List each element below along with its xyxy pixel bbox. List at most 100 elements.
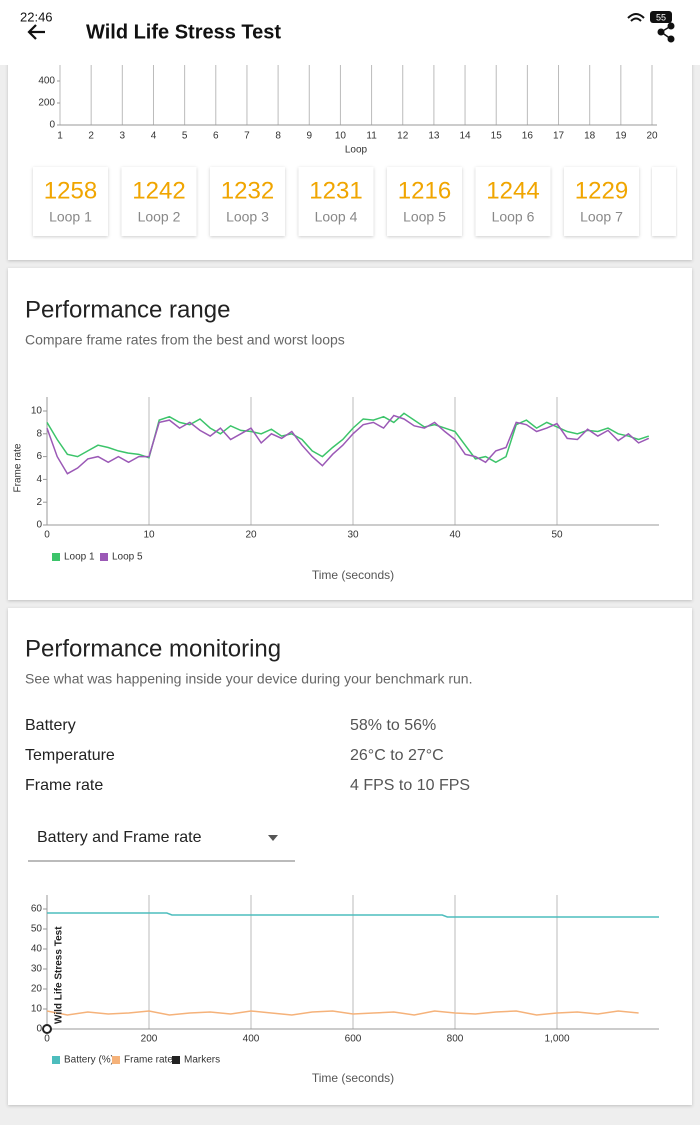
x-tick-label: 1 (57, 131, 63, 142)
loop-label: Loop 1 (49, 209, 92, 225)
back-button[interactable] (27, 24, 45, 40)
x-tick-label: 200 (141, 1034, 158, 1045)
row-value: 26°C to 27°C (350, 747, 444, 764)
share-button[interactable] (657, 22, 675, 43)
x-tick-label: 10 (143, 530, 155, 541)
y-tick-label: 2 (36, 497, 42, 508)
x-tick-label: 17 (553, 131, 565, 142)
score-card (387, 167, 462, 236)
x-tick-label: 2 (88, 131, 94, 142)
loop-score: 1229 (575, 177, 628, 204)
legend-label: Battery (%) (64, 1055, 114, 1066)
loop-label: Loop 7 (580, 209, 623, 225)
loop-score: 1231 (309, 177, 362, 204)
x-tick-label: 5 (182, 131, 188, 142)
loop-score: 1258 (44, 177, 97, 204)
battery-icon (650, 11, 672, 23)
score-card (121, 167, 197, 236)
y-tick-label: 200 (38, 98, 55, 109)
x-tick-label: 19 (615, 131, 627, 142)
score-card (564, 167, 639, 236)
x-tick-label: 11 (366, 131, 377, 142)
share-link[interactable] (659, 25, 672, 40)
score-card (652, 167, 676, 236)
y-tick-label: 60 (31, 904, 43, 915)
dropdown[interactable]: Battery and Frame rate (28, 829, 295, 862)
legend-label: Loop 5 (112, 552, 143, 563)
y-tick-label: 0 (36, 1024, 42, 1035)
loop-label: Loop 5 (403, 209, 446, 225)
y-tick-label: 400 (38, 76, 55, 87)
y-tick-label: 50 (31, 924, 43, 935)
y-tick-label: 40 (31, 944, 43, 955)
y-tick-label: 0 (49, 120, 55, 131)
loop-label: Loop 3 (226, 209, 269, 225)
y-tick-label: 0 (36, 520, 42, 531)
loop-label: Loop 6 (492, 209, 535, 225)
x-tick-label: 50 (551, 530, 563, 541)
marker-label: Wild Life Stress Test (54, 926, 65, 1024)
x-tick-label: 8 (275, 131, 281, 142)
x-tick-label: 1,000 (544, 1034, 569, 1045)
x-tick-label: 16 (522, 131, 534, 142)
legend-swatch (112, 1056, 120, 1064)
row-value: 4 FPS to 10 FPS (350, 777, 470, 794)
y-tick-label: 8 (36, 428, 42, 439)
x-tick-label: 12 (397, 131, 409, 142)
y-tick-label: 10 (31, 406, 43, 417)
x-tick-label: 14 (459, 131, 471, 142)
loop-label: Loop 4 (315, 209, 358, 225)
dropdown-label[interactable]: Battery and Frame rate (37, 829, 202, 846)
series-line (46, 1010, 639, 1016)
wifi-icon (627, 13, 645, 22)
x-tick-label: 13 (428, 131, 440, 142)
legend-label: Loop 1 (64, 552, 95, 563)
x-tick-label: 4 (151, 131, 157, 142)
loop-score: 1244 (486, 177, 539, 204)
score-card (475, 167, 551, 236)
y-tick-label: 20 (31, 984, 43, 995)
x-tick-label: 0 (44, 1034, 50, 1045)
x-axis-label: Time (seconds) (312, 1071, 394, 1085)
dropdown-arrow[interactable] (268, 835, 278, 841)
x-tick-label: 40 (449, 530, 461, 541)
status-time: 22:46 (20, 9, 53, 24)
series-line (47, 912, 659, 918)
y-tick-label: 4 (36, 474, 42, 485)
legend-swatch (172, 1056, 180, 1064)
loop-score: 1232 (221, 177, 274, 204)
legend-swatch (100, 553, 108, 561)
x-tick-label: 0 (44, 530, 50, 541)
legend-swatch (52, 553, 60, 561)
row-label: Battery (25, 717, 76, 734)
app-bar (0, 0, 700, 65)
x-tick-label: 400 (243, 1034, 260, 1045)
section-title: Performance monitoring (25, 635, 281, 662)
card (8, 608, 692, 1105)
legend-swatch (52, 1056, 60, 1064)
section-title: Performance range (25, 296, 230, 323)
x-tick-label: 600 (345, 1034, 362, 1045)
x-tick-label: 20 (245, 530, 257, 541)
y-tick-label: 30 (31, 964, 43, 975)
score-card (210, 167, 285, 236)
x-tick-label: 6 (213, 131, 219, 142)
x-axis-label: Loop (345, 145, 368, 156)
x-tick-label: 3 (120, 131, 126, 142)
y-tick-label: 6 (36, 451, 42, 462)
row-label: Temperature (25, 747, 115, 764)
status-battery: 55 (656, 12, 666, 22)
x-tick-label: 9 (306, 131, 312, 142)
x-tick-label: 30 (347, 530, 359, 541)
marker (42, 1024, 52, 1034)
y-tick-label: 10 (31, 1004, 43, 1015)
x-tick-label: 800 (447, 1034, 464, 1045)
section-subtitle: See what was happening inside your devic… (25, 671, 473, 687)
row-label: Frame rate (25, 777, 103, 794)
x-tick-label: 10 (335, 131, 347, 142)
y-axis-label: Frame rate (13, 443, 24, 492)
app-title: Wild Life Stress Test (86, 21, 281, 43)
series-line (46, 414, 650, 475)
score-card (298, 167, 374, 236)
